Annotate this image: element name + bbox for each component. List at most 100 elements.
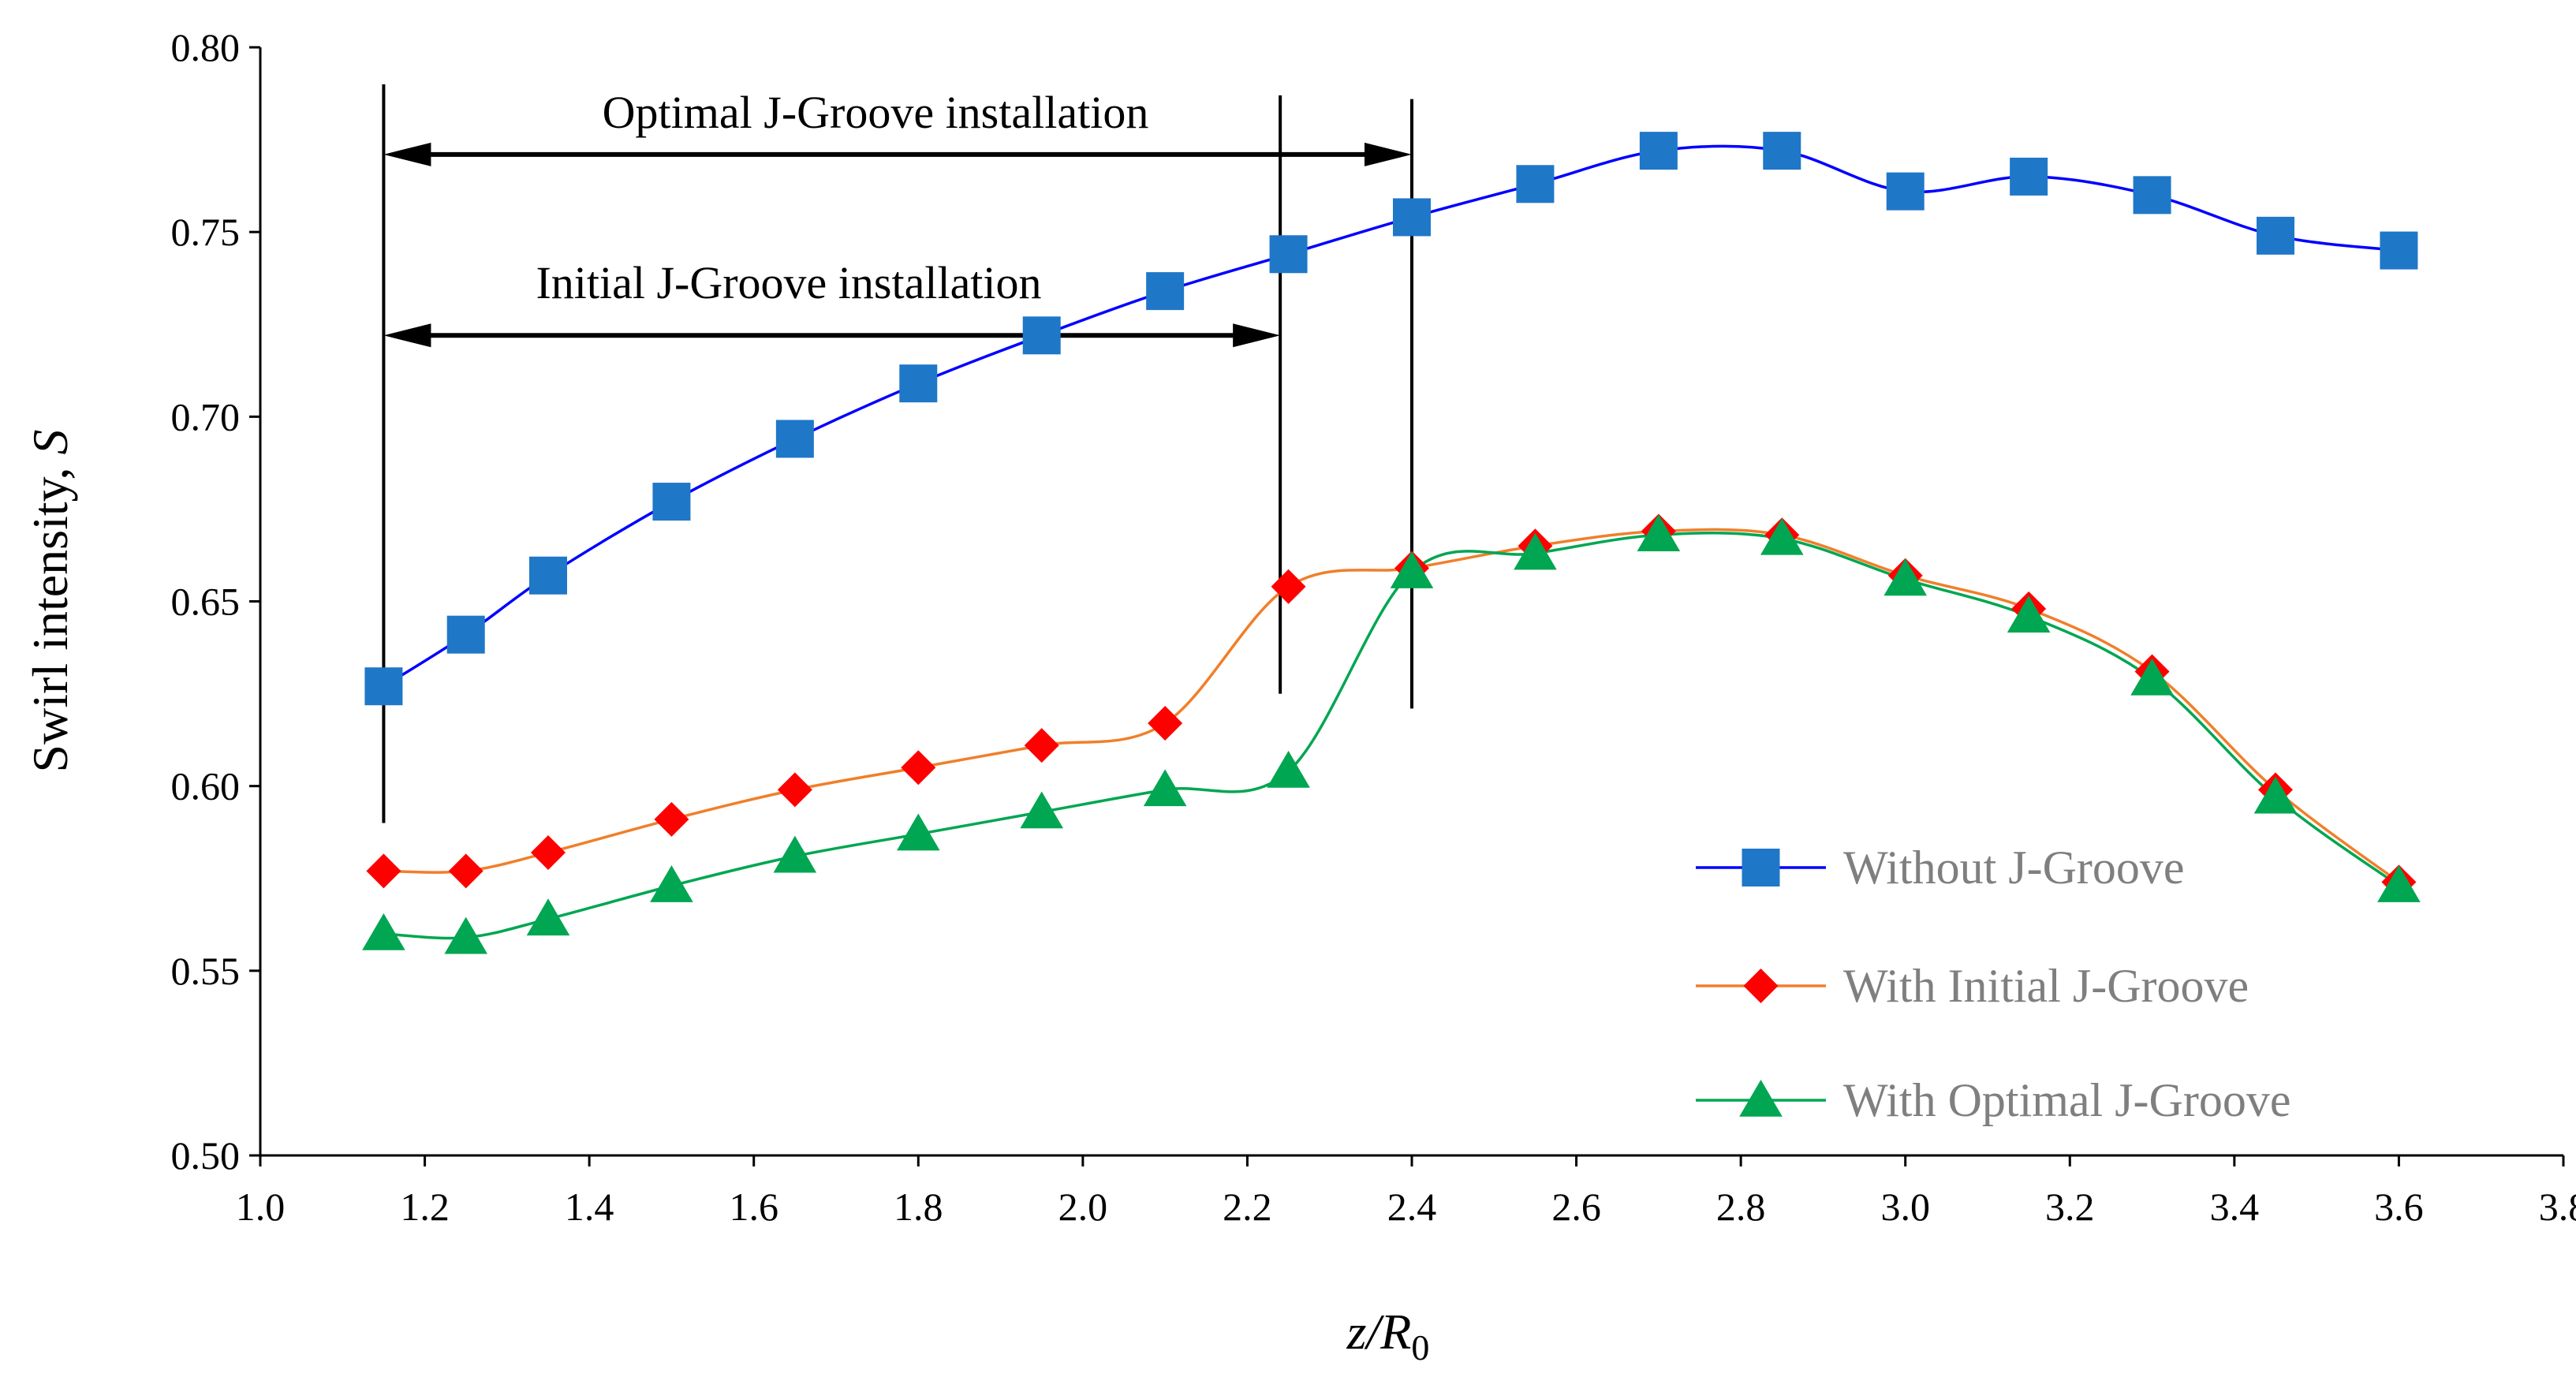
x-tick-label: 1.0: [236, 1185, 286, 1229]
data-point: [448, 853, 483, 889]
data-point: [1267, 750, 1310, 788]
x-tick-label: 3.0: [1880, 1185, 1930, 1229]
x-tick-label: 1.4: [565, 1185, 614, 1229]
x-tick-label: 3.6: [2374, 1185, 2424, 1229]
annotation-optimal: Optimal J-Groove installation: [383, 87, 1413, 709]
x-tick-label: 3.4: [2210, 1185, 2260, 1229]
data-point: [775, 420, 814, 458]
data-point: [1883, 558, 1928, 596]
data-point: [446, 615, 485, 654]
data-point: [2377, 865, 2421, 902]
data-point: [2007, 595, 2051, 633]
data-point: [899, 364, 938, 403]
arrow-head: [1233, 323, 1281, 348]
legend-label: With Optimal J-Groove: [1843, 1074, 2290, 1126]
legend-label: With Initial J-Groove: [1843, 960, 2249, 1012]
y-tick-label: 0.50: [171, 1133, 241, 1178]
data-point: [650, 865, 693, 902]
data-point: [1886, 172, 1925, 211]
y-ticks: 0.50 0.55 0.60 0.65 0.70 0.75 0.80: [171, 25, 260, 1178]
data-point: [2257, 216, 2294, 255]
data-point: [1020, 791, 1064, 829]
data-point: [1146, 272, 1185, 311]
legend-marker: [1739, 1080, 1783, 1117]
data-point: [1639, 132, 1678, 170]
data-point: [773, 835, 817, 873]
data-point: [1760, 517, 1804, 555]
x-tick-label: 3.2: [2045, 1185, 2095, 1229]
data-point: [529, 556, 567, 595]
arrow-head: [383, 323, 431, 348]
legend-label: Without J-Groove: [1843, 842, 2185, 894]
y-axis-title-text: Swirl intensity,: [22, 455, 78, 773]
legend-item: With Initial J-Groove: [1696, 960, 2249, 1012]
x-tick-label: 2.6: [1551, 1185, 1601, 1229]
data-point: [901, 750, 936, 786]
y-axis-title: Swirl intensity, S: [22, 430, 78, 773]
annotation-initial: Initial J-Groove installation: [383, 95, 1282, 694]
x-tick-label: 2.8: [1716, 1185, 1766, 1229]
data-point: [896, 813, 940, 851]
series-markers: [362, 132, 2421, 954]
series-line-1: [383, 528, 2400, 883]
legend-marker: [1742, 849, 1780, 886]
y-axis-title-symbol: S: [22, 430, 78, 455]
data-point: [1024, 728, 1059, 763]
annotation-optimal-label: Optimal J-Groove installation: [603, 87, 1149, 138]
data-point: [2010, 157, 2048, 196]
x-tick-label: 3.8: [2539, 1185, 2576, 1229]
annotations: Optimal J-Groove installation Initial J-G…: [382, 84, 1413, 823]
y-tick-label: 0.55: [171, 949, 241, 993]
data-point: [1269, 235, 1308, 274]
x-tick-label: 1.6: [729, 1185, 778, 1229]
legend: Without J-Groove With Initial J-Groove Wit…: [1696, 842, 2290, 1126]
x-axis-title-text: z/R: [1346, 1304, 1412, 1360]
plot-area: 0.500.550.600.650.700.750.80 1.0 1.2 1.4 1.…: [171, 25, 2576, 1229]
data-point: [1148, 706, 1183, 741]
data-point: [652, 483, 691, 521]
data-point: [2133, 176, 2171, 215]
series-line-2: [383, 532, 2400, 940]
arrow-head: [1365, 142, 1412, 166]
legend-item: Without J-Groove: [1696, 842, 2185, 894]
data-point: [2380, 231, 2418, 270]
series-markers-0: [364, 132, 2418, 706]
legend-item: With Optimal J-Groove: [1696, 1074, 2290, 1126]
y-tick-label: 0.75: [171, 210, 241, 254]
data-point: [366, 853, 401, 889]
x-axis-title: z/R0: [1346, 1304, 1430, 1368]
data-point: [1271, 569, 1306, 604]
x-tick-label: 2.2: [1223, 1185, 1272, 1229]
y-tick-label: 0.65: [171, 580, 241, 624]
data-point: [526, 898, 570, 936]
y-tick-label: 0.60: [171, 764, 241, 808]
data-point: [444, 916, 488, 954]
arrow-head: [383, 142, 431, 166]
data-point: [1514, 532, 1557, 570]
data-point: [1516, 165, 1555, 203]
data-point: [1143, 769, 1187, 807]
x-tick-label: 1.8: [894, 1185, 943, 1229]
data-point: [531, 834, 566, 870]
data-point: [2253, 776, 2298, 814]
annotation-initial-label: Initial J-Groove installation: [536, 257, 1041, 308]
legend-marker: [1743, 969, 1779, 1003]
data-point: [1763, 132, 1801, 170]
series-markers-2: [362, 514, 2421, 954]
data-point: [1390, 551, 1434, 588]
data-point: [777, 772, 812, 808]
data-point: [2130, 658, 2174, 696]
x-ticks: 1.0 1.2 1.4 1.6 1.8 2.0 2.2 2.4 2.6 2.8 3.0 3.2 3.4 3…: [236, 1155, 2576, 1229]
data-point: [654, 801, 689, 837]
x-axis-title-subscript: 0: [1411, 1327, 1429, 1368]
data-point: [1637, 514, 1681, 551]
x-tick-label: 2.4: [1387, 1185, 1437, 1229]
data-point: [1022, 316, 1061, 355]
x-tick-label: 2.0: [1058, 1185, 1108, 1229]
data-point: [1393, 198, 1431, 237]
y-tick-label: 0.80: [171, 25, 241, 69]
data-point: [364, 667, 403, 706]
y-tick-label: 0.70: [171, 394, 241, 439]
series-line-0: [383, 144, 2399, 688]
